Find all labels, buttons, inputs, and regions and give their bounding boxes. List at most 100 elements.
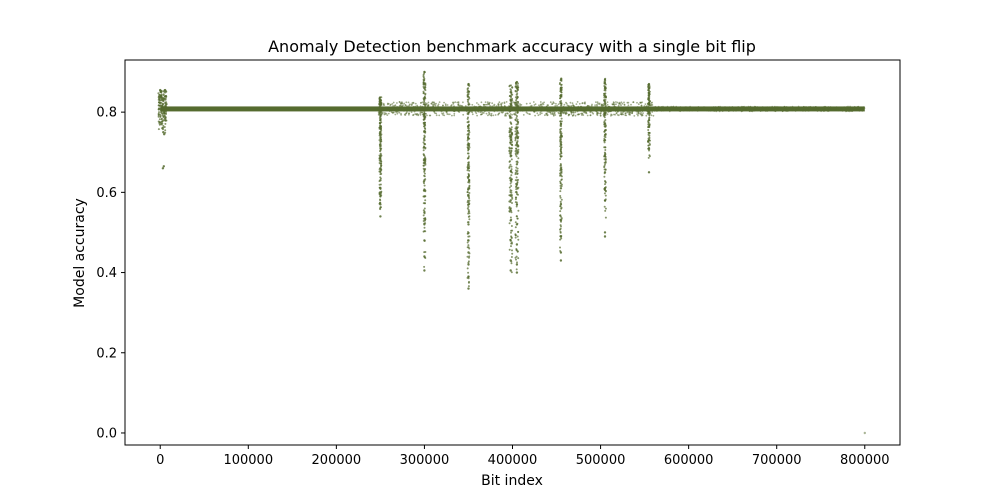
jitter-point bbox=[562, 112, 564, 115]
jitter-point bbox=[850, 110, 852, 112]
column-point bbox=[511, 197, 514, 200]
jitter-point bbox=[435, 114, 438, 117]
jitter-point bbox=[838, 109, 841, 111]
column-point bbox=[468, 185, 471, 188]
jitter-point bbox=[570, 105, 573, 107]
jitter-point bbox=[534, 114, 536, 117]
data-point bbox=[379, 143, 382, 146]
jitter-point bbox=[669, 110, 671, 113]
jitter-point bbox=[594, 106, 596, 108]
column-point bbox=[165, 110, 168, 113]
jitter-point bbox=[452, 101, 455, 104]
jitter-point bbox=[677, 108, 679, 111]
column-point bbox=[466, 194, 469, 196]
column-point bbox=[517, 105, 520, 107]
jitter-point bbox=[453, 108, 456, 111]
data-point bbox=[379, 195, 382, 198]
column-point bbox=[560, 100, 563, 102]
column-point bbox=[466, 221, 469, 224]
column-point bbox=[511, 249, 513, 252]
column-point bbox=[423, 170, 426, 173]
column-point bbox=[515, 99, 518, 102]
column-point bbox=[603, 89, 606, 92]
data-point bbox=[161, 167, 165, 170]
data-point bbox=[163, 88, 167, 92]
data-point bbox=[467, 287, 470, 290]
column-point bbox=[467, 285, 470, 288]
jitter-point bbox=[570, 113, 573, 115]
data-point bbox=[559, 187, 563, 190]
column-point bbox=[604, 119, 607, 121]
jitter-point bbox=[497, 105, 500, 108]
column-point bbox=[422, 167, 425, 170]
jitter-point bbox=[519, 104, 521, 107]
jitter-point bbox=[416, 104, 418, 107]
jitter-point bbox=[578, 102, 581, 105]
jitter-point bbox=[557, 111, 560, 114]
data-point bbox=[423, 211, 426, 214]
jitter-point bbox=[548, 110, 551, 112]
column-point bbox=[467, 177, 470, 180]
column-point bbox=[380, 172, 383, 175]
column-point bbox=[164, 129, 167, 132]
jitter-point bbox=[849, 109, 851, 111]
x-tick-label: 200000 bbox=[312, 453, 362, 468]
jitter-point bbox=[403, 102, 406, 105]
jitter-point bbox=[430, 102, 433, 105]
jitter-point bbox=[625, 108, 628, 111]
jitter-point bbox=[551, 103, 553, 105]
jitter-point bbox=[491, 102, 494, 105]
jitter-point bbox=[645, 114, 648, 117]
column-point bbox=[468, 280, 470, 283]
jitter-point bbox=[683, 106, 686, 109]
jitter-point bbox=[744, 106, 747, 109]
column-point bbox=[160, 109, 163, 112]
column-point bbox=[422, 103, 425, 106]
column-point bbox=[423, 146, 426, 149]
jitter-point bbox=[536, 108, 539, 110]
jitter-point bbox=[438, 114, 441, 117]
column-point bbox=[604, 129, 607, 132]
column-point bbox=[517, 257, 520, 260]
jitter-point bbox=[503, 108, 506, 110]
jitter-point bbox=[456, 106, 459, 109]
jitter-point bbox=[820, 108, 822, 111]
column-point bbox=[508, 160, 511, 163]
data-point bbox=[379, 155, 382, 158]
data-point bbox=[423, 86, 426, 90]
jitter-point bbox=[660, 108, 662, 111]
column-point bbox=[604, 98, 607, 101]
column-point bbox=[158, 107, 160, 110]
jitter-point bbox=[539, 111, 542, 114]
column-point bbox=[516, 250, 519, 253]
jitter-point bbox=[849, 105, 851, 108]
data-point bbox=[467, 143, 470, 146]
data-point bbox=[379, 187, 382, 190]
jitter-point bbox=[430, 107, 433, 110]
jitter-point bbox=[752, 106, 754, 109]
jitter-point bbox=[406, 107, 408, 109]
column-point bbox=[514, 191, 517, 194]
jitter-point bbox=[557, 103, 560, 106]
jitter-point bbox=[417, 109, 420, 111]
data-point bbox=[423, 70, 426, 74]
jitter-point bbox=[622, 113, 625, 116]
jitter-point bbox=[540, 107, 543, 109]
jitter-point bbox=[409, 107, 412, 109]
jitter-point bbox=[734, 108, 737, 110]
jitter-point bbox=[690, 108, 693, 111]
column-point bbox=[423, 110, 426, 113]
jitter-point bbox=[489, 107, 491, 110]
axes: 0 100000 200000 300000 400000 500000 600000 700… bbox=[96, 106, 889, 468]
jitter-point bbox=[717, 105, 720, 108]
jitter-point bbox=[447, 113, 450, 116]
jitter-point bbox=[583, 102, 586, 105]
jitter-point bbox=[418, 106, 421, 109]
jitter-point bbox=[611, 108, 614, 111]
jitter-point bbox=[407, 105, 410, 108]
jitter-point bbox=[552, 114, 555, 117]
column-point bbox=[515, 186, 517, 188]
column-point bbox=[468, 103, 471, 106]
jitter-point bbox=[452, 103, 455, 105]
column-point bbox=[560, 134, 563, 137]
